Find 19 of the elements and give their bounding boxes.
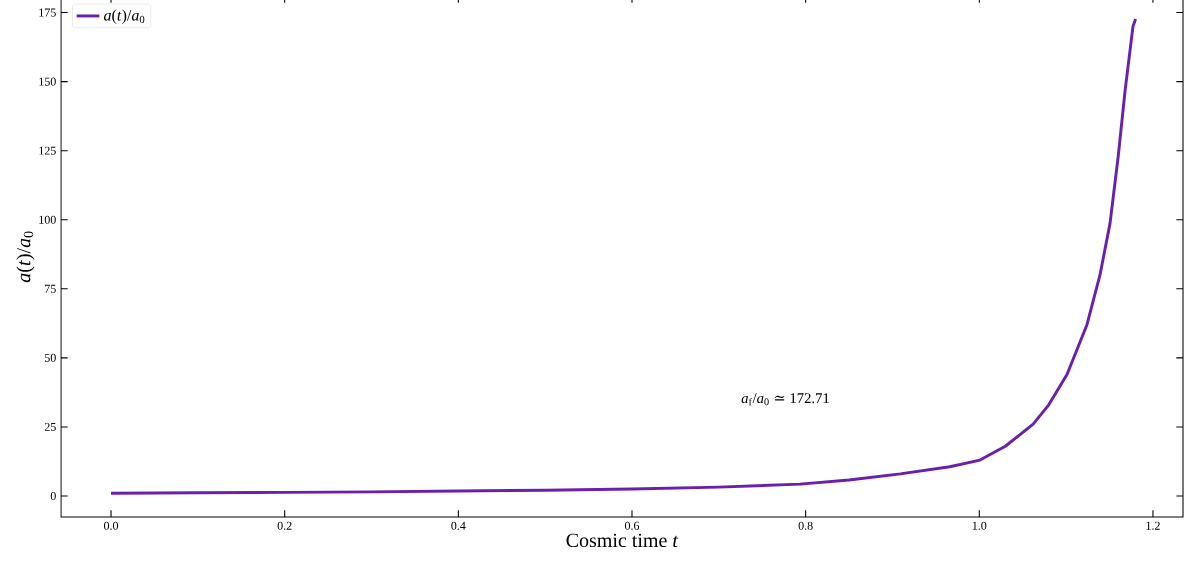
x-tick-label: 0.0 bbox=[103, 521, 119, 530]
y-tick-label: 25 bbox=[44, 422, 56, 431]
y-tick-label: 175 bbox=[39, 8, 56, 17]
x-tick-label: 1.0 bbox=[972, 521, 987, 530]
x-tick-label: 0.6 bbox=[624, 521, 640, 530]
y-tick-label: 100 bbox=[39, 215, 56, 224]
y-tick-label: 150 bbox=[39, 77, 56, 86]
legend-label: a(t)/a$_{0}$ bbox=[104, 9, 145, 24]
x-tick-label: 0.8 bbox=[798, 521, 813, 530]
annotation: a$_{f}$/a$_{0}$ ≃ 172.71 bbox=[741, 393, 829, 406]
y-axis-title: a(t)/a$_{0}$ bbox=[16, 231, 35, 283]
x-tick-label: 1.2 bbox=[1146, 521, 1160, 530]
y-tick-label: 125 bbox=[39, 146, 56, 155]
x-axis-title: Cosmic time t bbox=[566, 533, 679, 548]
y-tick-label: 50 bbox=[44, 353, 56, 362]
y-tick-label: 75 bbox=[45, 284, 56, 293]
x-tick-label: 0.2 bbox=[277, 521, 292, 530]
x-tick-label: 0.4 bbox=[451, 521, 466, 530]
y-tick-label: 0 bbox=[50, 491, 56, 501]
